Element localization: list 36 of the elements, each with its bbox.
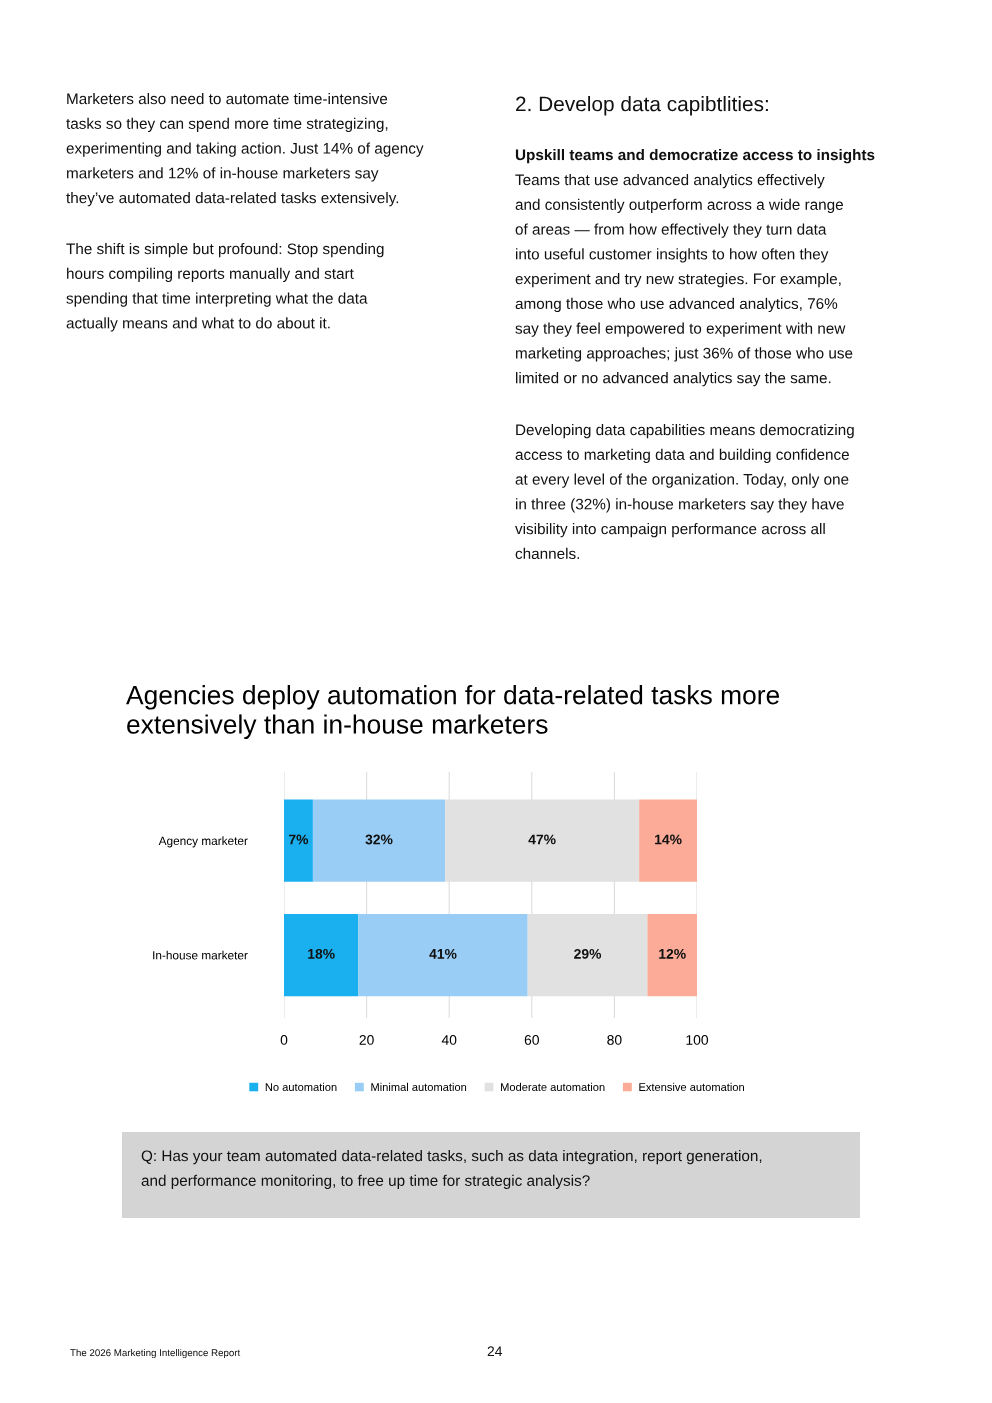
text: Q: Has your team automated data-related tasks, such as data integration, report generation, and performance monitoring, to free up time for strategic analysis? (141, 1150, 762, 1189)
text: 2. Develop data capibtlities: (516, 96, 768, 116)
text: Marketers also need to automate time-intensive tasks so they can spend more time strategizing, experimenting and taking action. Just 14% of agency marketers and 12% of in-house marketers say they’ve automated data-related tasks extensively. (66, 93, 424, 207)
bar (284, 799, 313, 882)
bar (358, 913, 528, 997)
text: Developing data capabilities means democratizing access to marketing data and building confidence at every level of the organization. Today, only one in three (32%) in-house marketers say they have visibility into campaign performance across all channels. (515, 424, 854, 560)
data-label: 32% (365, 834, 393, 845)
legend-label: No automation (265, 1082, 337, 1092)
text: 24 (487, 1346, 503, 1357)
x-tick-label: 80 (607, 1035, 622, 1045)
legend-label: Moderate automation (501, 1082, 605, 1092)
bar (647, 913, 697, 997)
data-label: 14% (655, 834, 682, 845)
x-tick-label: 100 (686, 1035, 709, 1045)
x-tick-label: 20 (359, 1035, 374, 1045)
data-label: 47% (528, 834, 556, 845)
data-label: 7% (289, 834, 309, 845)
y-tick-label: In-house marketer (153, 950, 248, 960)
bar (639, 799, 697, 882)
chart-title: Agencies deploy automation for data-related tasks more extensively than in-house marketers (126, 685, 780, 739)
data-label: 12% (659, 948, 686, 959)
text: The 2026 Marketing Intelligence Report (70, 1349, 241, 1359)
x-tick-label: 0 (280, 1035, 288, 1045)
data-label: 18% (308, 948, 335, 959)
text: The shift is simple but profound: Stop spending hours compiling reports manually and start spending that time interpreting what the data actually means and what to do about it. (66, 243, 384, 332)
y-tick-label: Agency marketer (158, 836, 248, 848)
data-label: 41% (429, 949, 457, 959)
text: Upskill teams and democratize access to insights (515, 149, 875, 164)
bar (284, 913, 359, 997)
legend-label: Extensive automation (639, 1082, 744, 1092)
x-tick-label: 60 (524, 1035, 539, 1045)
legend-label: Minimal automation (371, 1082, 467, 1092)
bar (312, 799, 446, 882)
x-tick-label: 40 (441, 1035, 457, 1045)
data-label: 29% (574, 948, 602, 959)
text: Teams that use advanced analytics effectively and consistently outperform across a wide range of areas — from how effectively they turn data into useful customer insights to how often they experiment and try new strategies. For example, among those who use advanced analytics, 76% say they feel empowered to experiment with new marketing approaches; just 36% of those who use limited or no advanced analytics say the same. (515, 174, 853, 387)
